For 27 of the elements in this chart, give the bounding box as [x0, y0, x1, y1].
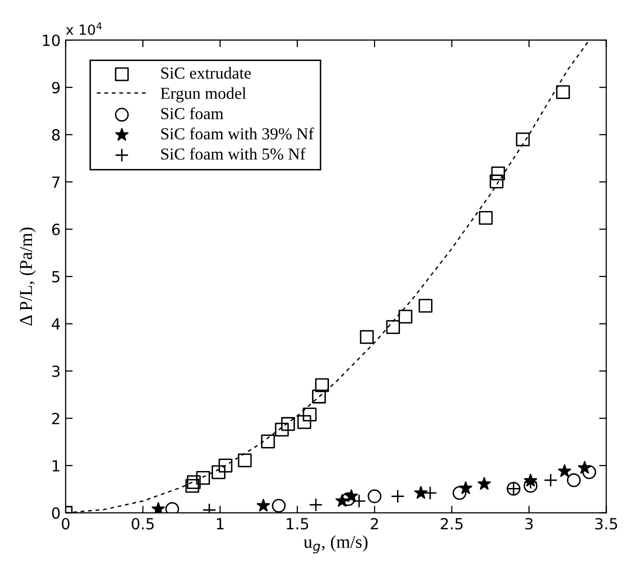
x-tick-label: 1.5 [286, 518, 308, 530]
y-tick-label: 3 [52, 365, 60, 378]
y-tick-label: 5 [52, 271, 60, 282]
x-tick-label: 3.5 [595, 518, 618, 530]
y-tick-label: 2 [52, 412, 60, 424]
legend-label: SiC foam [161, 107, 224, 120]
legend-label: SiC extrudate [161, 67, 251, 79]
y-axis-title: Δ P/L, (Pa/m) [19, 228, 36, 326]
y-tick-label: 6 [52, 224, 60, 236]
x-axis-title: u$_{g}$, (m/s) [304, 535, 368, 554]
y-tick-label: 8 [52, 129, 60, 141]
y-tick-label: 4 [52, 318, 60, 330]
text: x 10$^{4}$ [66, 22, 102, 35]
legend-label: SiC foam with 39% Nf [161, 128, 314, 140]
y-tick-label: 7 [52, 176, 60, 188]
x-tick-label: 1 [216, 518, 224, 530]
legend-label: SiC foam with 5% Nf [161, 148, 306, 160]
x-tick-label: 2 [370, 518, 378, 530]
y-tick-label: 10 [43, 34, 60, 46]
y-tick-label: 1 [52, 460, 60, 472]
x-tick-label: 3 [525, 518, 533, 530]
x-tick-label: 0 [62, 518, 70, 530]
y-tick-label: 0 [52, 507, 60, 519]
y-tick-label: 9 [52, 82, 60, 94]
x-tick-label: 0.5 [132, 518, 154, 530]
x-tick-label: 2.5 [440, 518, 463, 530]
legend-label: Ergun model [160, 87, 246, 102]
